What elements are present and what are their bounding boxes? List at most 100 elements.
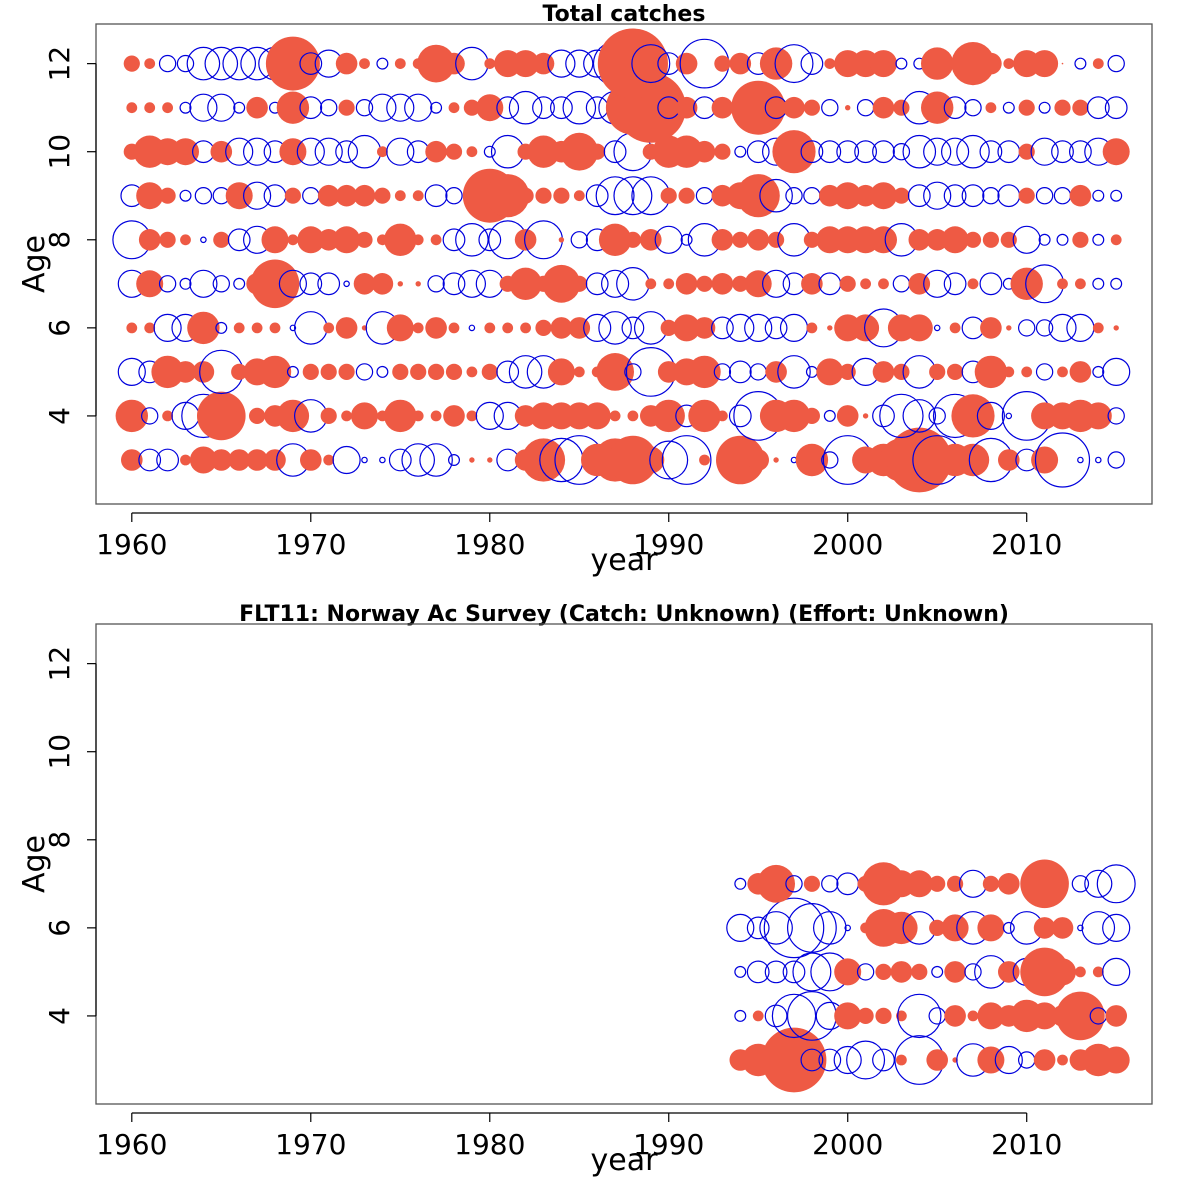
bubble-negative (624, 363, 642, 381)
bubble-positive (320, 407, 337, 424)
bubble-negative (961, 184, 985, 208)
bubble-positive (732, 275, 749, 292)
bubble-positive (392, 363, 409, 380)
bubble-positive (896, 1054, 907, 1066)
bubble-negative (138, 448, 162, 472)
bubble-negative (158, 54, 177, 73)
bubble-negative (562, 90, 597, 125)
bubble-positive (394, 190, 406, 202)
bubble-negative (785, 875, 803, 893)
bubble-negative (943, 96, 967, 120)
bubble-negative (759, 178, 793, 213)
bubble-negative (892, 142, 911, 161)
bubble-positive (573, 366, 585, 378)
bubble-positive (1049, 958, 1076, 986)
bubble-negative (1102, 357, 1131, 386)
bubble-positive (905, 870, 933, 898)
bubble-positive (645, 278, 657, 290)
bubble-positive (1057, 1054, 1068, 1066)
bubble-positive (335, 184, 358, 207)
bubble-positive (448, 322, 460, 334)
bubble-negative (153, 313, 182, 342)
bubble-negative (649, 440, 689, 480)
bubble-positive (905, 314, 933, 342)
bubble-layer (112, 28, 1131, 493)
bubble-positive (1105, 1005, 1127, 1027)
bubble-negative (964, 963, 982, 981)
bubble-positive (714, 55, 731, 72)
bubble-positive (967, 1010, 979, 1022)
bubble-positive (138, 229, 161, 251)
bubble-positive (374, 187, 391, 204)
bubble-positive (335, 317, 358, 339)
bubble-negative (335, 140, 359, 164)
bubble-negative (496, 96, 520, 120)
bubble-positive (857, 1007, 874, 1024)
bubble-negative (759, 911, 793, 945)
bubble-negative (583, 313, 612, 342)
bubble-negative (1107, 451, 1125, 469)
bubble-negative (1017, 319, 1036, 337)
bubble-positive (752, 1010, 764, 1022)
bubble-negative (734, 145, 747, 158)
bubble-negative (1084, 869, 1113, 898)
bubble-positive (921, 47, 954, 80)
bubble-negative (1066, 313, 1095, 342)
bubble-positive (896, 1010, 907, 1022)
bubble-positive (714, 143, 731, 160)
bubble-positive (542, 264, 581, 303)
bubble-positive (1102, 1046, 1130, 1074)
bubble-negative (320, 98, 338, 117)
y-tick-label: 8 (43, 231, 76, 249)
bubble-negative (243, 137, 272, 166)
bubble-positive (977, 914, 1005, 942)
bubble-negative (140, 407, 159, 425)
bubble-negative (844, 924, 852, 932)
bubble-positive (947, 363, 964, 380)
bubble-negative (895, 57, 908, 70)
bubble-negative (1038, 233, 1051, 246)
x-tick-label: 1970 (275, 528, 346, 561)
bubble-positive (1072, 99, 1089, 116)
bubble-negative (376, 365, 389, 378)
y-tick-label: 4 (43, 407, 76, 425)
bubble-positive (192, 361, 215, 383)
bubble-positive (827, 325, 833, 331)
x-tick-label: 1990 (633, 528, 704, 561)
bubble-positive (803, 231, 821, 248)
x-tick-label: 1970 (275, 1128, 346, 1161)
bubble-negative (872, 1048, 895, 1072)
bubble-positive (269, 322, 281, 334)
bubble-positive (246, 449, 268, 471)
bubble-negative (508, 90, 543, 125)
bubble-positive (598, 223, 632, 256)
bubble-positive (558, 237, 565, 243)
bubble-negative (800, 1048, 824, 1072)
bubble-negative (401, 443, 436, 477)
bubble-negative (782, 960, 806, 984)
bubble-negative (902, 399, 937, 433)
bubble-negative (424, 184, 448, 208)
bubble-positive (717, 410, 728, 422)
bubble-positive (1054, 99, 1071, 116)
bubble-negative (368, 93, 397, 122)
bubble-negative (821, 875, 839, 893)
bubble-positive (998, 873, 1020, 895)
bubble-negative (933, 324, 941, 332)
bubble-positive (1102, 138, 1130, 166)
bubble-positive (463, 99, 480, 116)
bubble-negative (746, 916, 770, 940)
bubble-positive (535, 319, 552, 336)
bubble-positive (126, 322, 138, 334)
bubble-positive (356, 231, 373, 248)
bubble-negative (200, 236, 207, 244)
bubble-positive (886, 427, 952, 493)
bubble-negative (928, 407, 946, 425)
bubble-positive (410, 363, 427, 380)
bubble-positive (425, 317, 447, 339)
bubble-positive (839, 275, 856, 292)
bubble-positive (415, 281, 421, 287)
bubble-positive (486, 174, 530, 218)
x-axis-label: year (591, 1143, 659, 1178)
bubble-negative (631, 44, 671, 84)
